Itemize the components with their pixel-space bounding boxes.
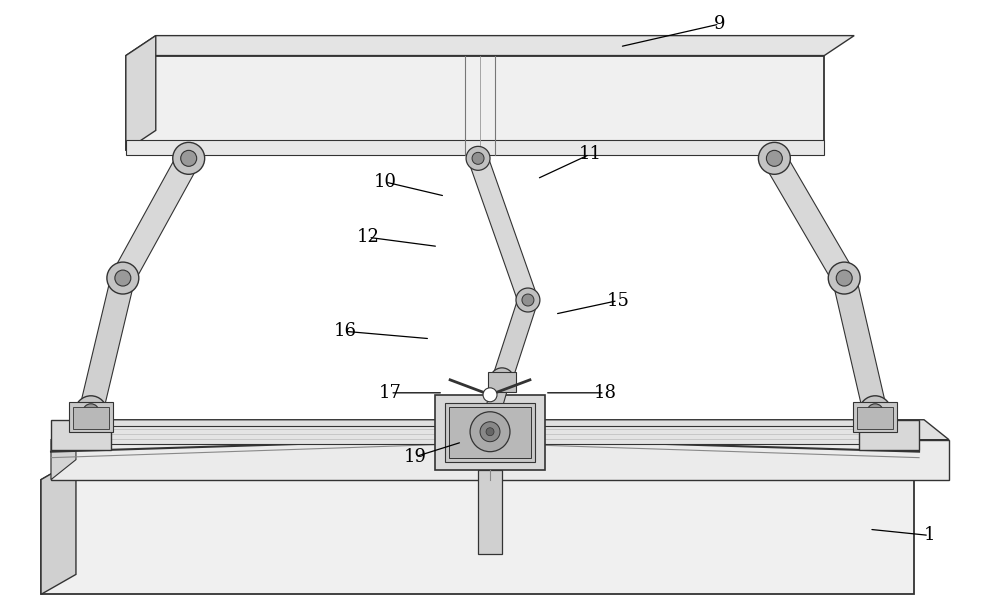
Polygon shape: [479, 378, 510, 434]
Text: 19: 19: [404, 448, 427, 466]
Text: 12: 12: [357, 229, 380, 246]
Circle shape: [107, 262, 139, 294]
Polygon shape: [469, 155, 537, 303]
Bar: [853, 402, 897, 432]
Text: 9: 9: [714, 15, 725, 33]
Polygon shape: [41, 460, 949, 480]
Circle shape: [83, 403, 99, 419]
Circle shape: [181, 150, 197, 166]
Circle shape: [496, 374, 508, 386]
Circle shape: [483, 388, 497, 402]
Circle shape: [867, 403, 883, 419]
Bar: [126, 55, 824, 150]
Circle shape: [836, 270, 852, 286]
Bar: [445, 403, 535, 461]
Text: 1: 1: [923, 527, 935, 545]
Bar: [126, 140, 824, 155]
Circle shape: [828, 262, 860, 294]
Text: 18: 18: [593, 384, 616, 402]
Circle shape: [859, 396, 891, 428]
Bar: [488, 372, 516, 392]
Polygon shape: [126, 36, 156, 150]
Bar: [478, 469, 502, 554]
Polygon shape: [126, 36, 854, 55]
Polygon shape: [79, 275, 134, 415]
Circle shape: [516, 288, 540, 312]
Bar: [71, 426, 899, 444]
Text: 11: 11: [578, 145, 601, 163]
Circle shape: [490, 368, 514, 392]
Circle shape: [472, 152, 484, 164]
Polygon shape: [41, 460, 76, 594]
Bar: [73, 407, 109, 429]
Circle shape: [115, 270, 131, 286]
Circle shape: [173, 142, 205, 174]
Polygon shape: [51, 419, 76, 480]
Polygon shape: [833, 275, 887, 415]
Text: 15: 15: [606, 291, 629, 310]
Bar: [449, 407, 531, 458]
Circle shape: [75, 396, 107, 428]
Bar: [51, 419, 111, 450]
Polygon shape: [493, 297, 537, 383]
Circle shape: [766, 150, 782, 166]
Text: 16: 16: [334, 322, 357, 341]
Circle shape: [522, 294, 534, 306]
Circle shape: [480, 422, 500, 442]
Polygon shape: [764, 152, 855, 284]
Bar: [857, 407, 893, 429]
Circle shape: [466, 147, 490, 170]
Polygon shape: [51, 419, 949, 440]
Bar: [435, 395, 545, 469]
Circle shape: [486, 428, 494, 436]
Bar: [41, 480, 914, 594]
Circle shape: [758, 142, 790, 174]
Bar: [859, 419, 919, 450]
Text: 17: 17: [379, 384, 402, 402]
Text: 10: 10: [374, 173, 397, 191]
Circle shape: [470, 411, 510, 452]
Polygon shape: [112, 153, 199, 284]
Bar: [69, 402, 113, 432]
Bar: [51, 440, 949, 480]
